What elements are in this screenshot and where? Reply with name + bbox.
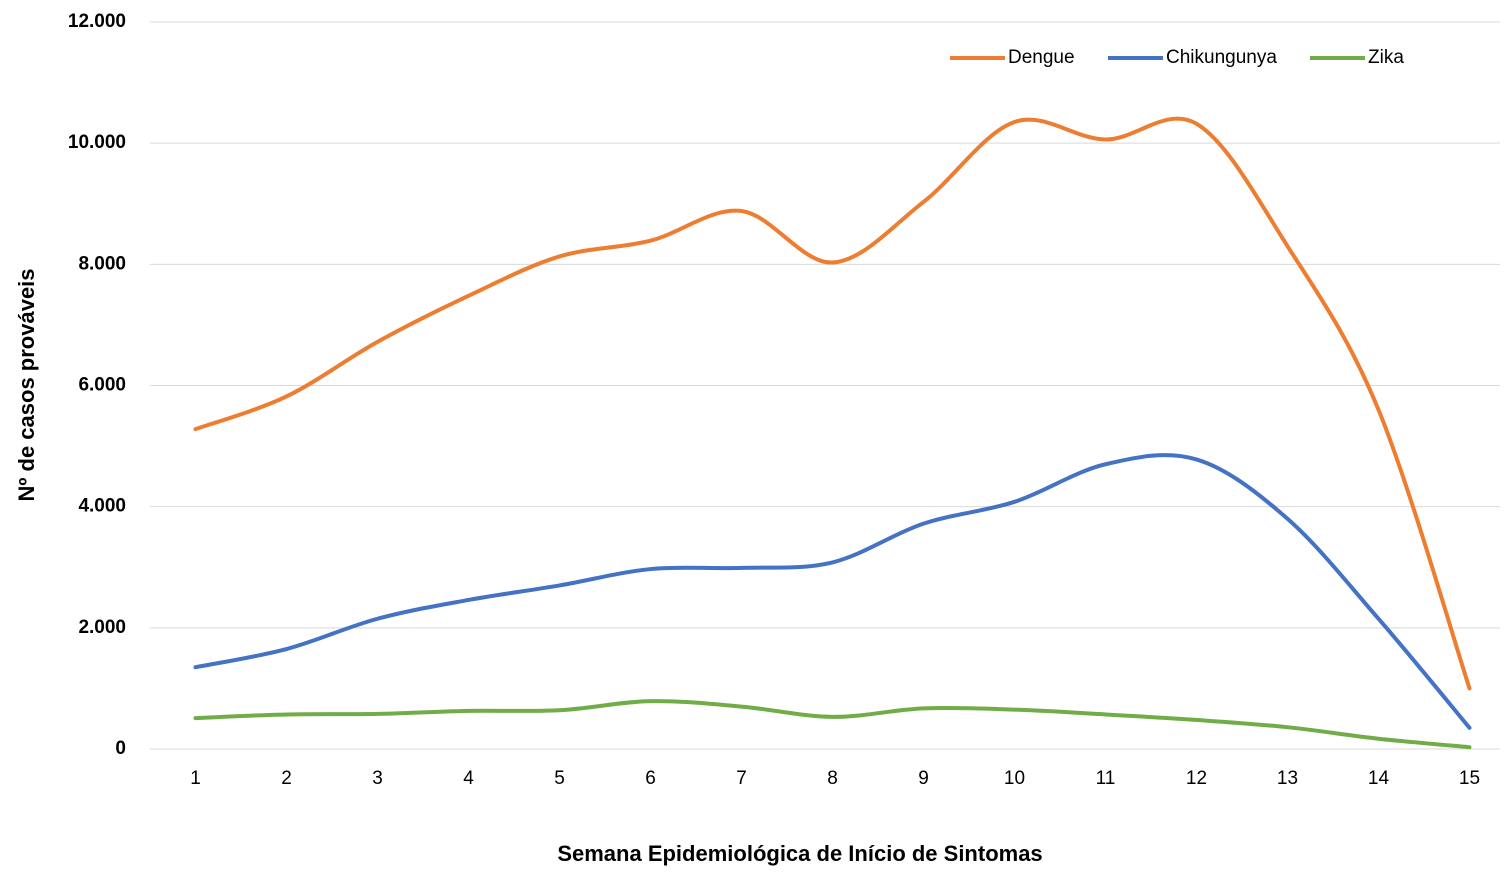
line <box>193 453 1472 730</box>
x-tick-label: 14 <box>1368 768 1390 789</box>
x-tick-label: 15 <box>1459 768 1480 789</box>
y-tick-label: 6.000 <box>78 375 126 396</box>
x-tick-label: 2 <box>281 768 292 789</box>
y-tick-label: 0 <box>115 738 126 759</box>
line <box>193 699 1472 750</box>
x-tick-label: 4 <box>463 768 474 789</box>
y-tick-label: 10.000 <box>68 132 126 153</box>
x-tick-label: 9 <box>918 768 929 789</box>
x-tick-label: 7 <box>736 768 747 789</box>
y-tick-label: 2.000 <box>78 617 126 638</box>
legend-label: Dengue <box>1008 47 1075 68</box>
x-tick-label: 3 <box>372 768 383 789</box>
x-tick-label: 13 <box>1277 768 1298 789</box>
legend-label: Zika <box>1368 47 1404 68</box>
x-axis-title: Semana Epidemiológica de Início de Sinto… <box>557 841 1042 866</box>
x-tick-label: 5 <box>554 768 565 789</box>
y-tick-label: 8.000 <box>78 253 126 274</box>
x-tick-label: 1 <box>190 768 201 789</box>
legend-label: Chikungunya <box>1166 47 1277 68</box>
line <box>193 116 1472 691</box>
x-tick-label: 12 <box>1186 768 1207 789</box>
x-tick-label: 6 <box>645 768 656 789</box>
y-tick-label: 4.000 <box>78 496 126 517</box>
y-axis-title: Nº de casos prováveis <box>14 268 39 501</box>
x-tick-label: 11 <box>1096 768 1116 789</box>
y-tick-label: 12.000 <box>68 11 126 32</box>
x-tick-label: 8 <box>827 768 838 789</box>
x-tick-label: 10 <box>1004 768 1025 789</box>
